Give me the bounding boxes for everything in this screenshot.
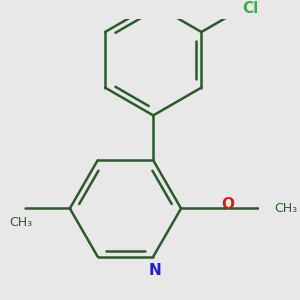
Text: Cl: Cl [243, 1, 259, 16]
Text: CH₃: CH₃ [274, 202, 297, 215]
Text: CH₃: CH₃ [9, 216, 32, 229]
Text: O: O [222, 197, 235, 212]
Text: N: N [149, 263, 162, 278]
